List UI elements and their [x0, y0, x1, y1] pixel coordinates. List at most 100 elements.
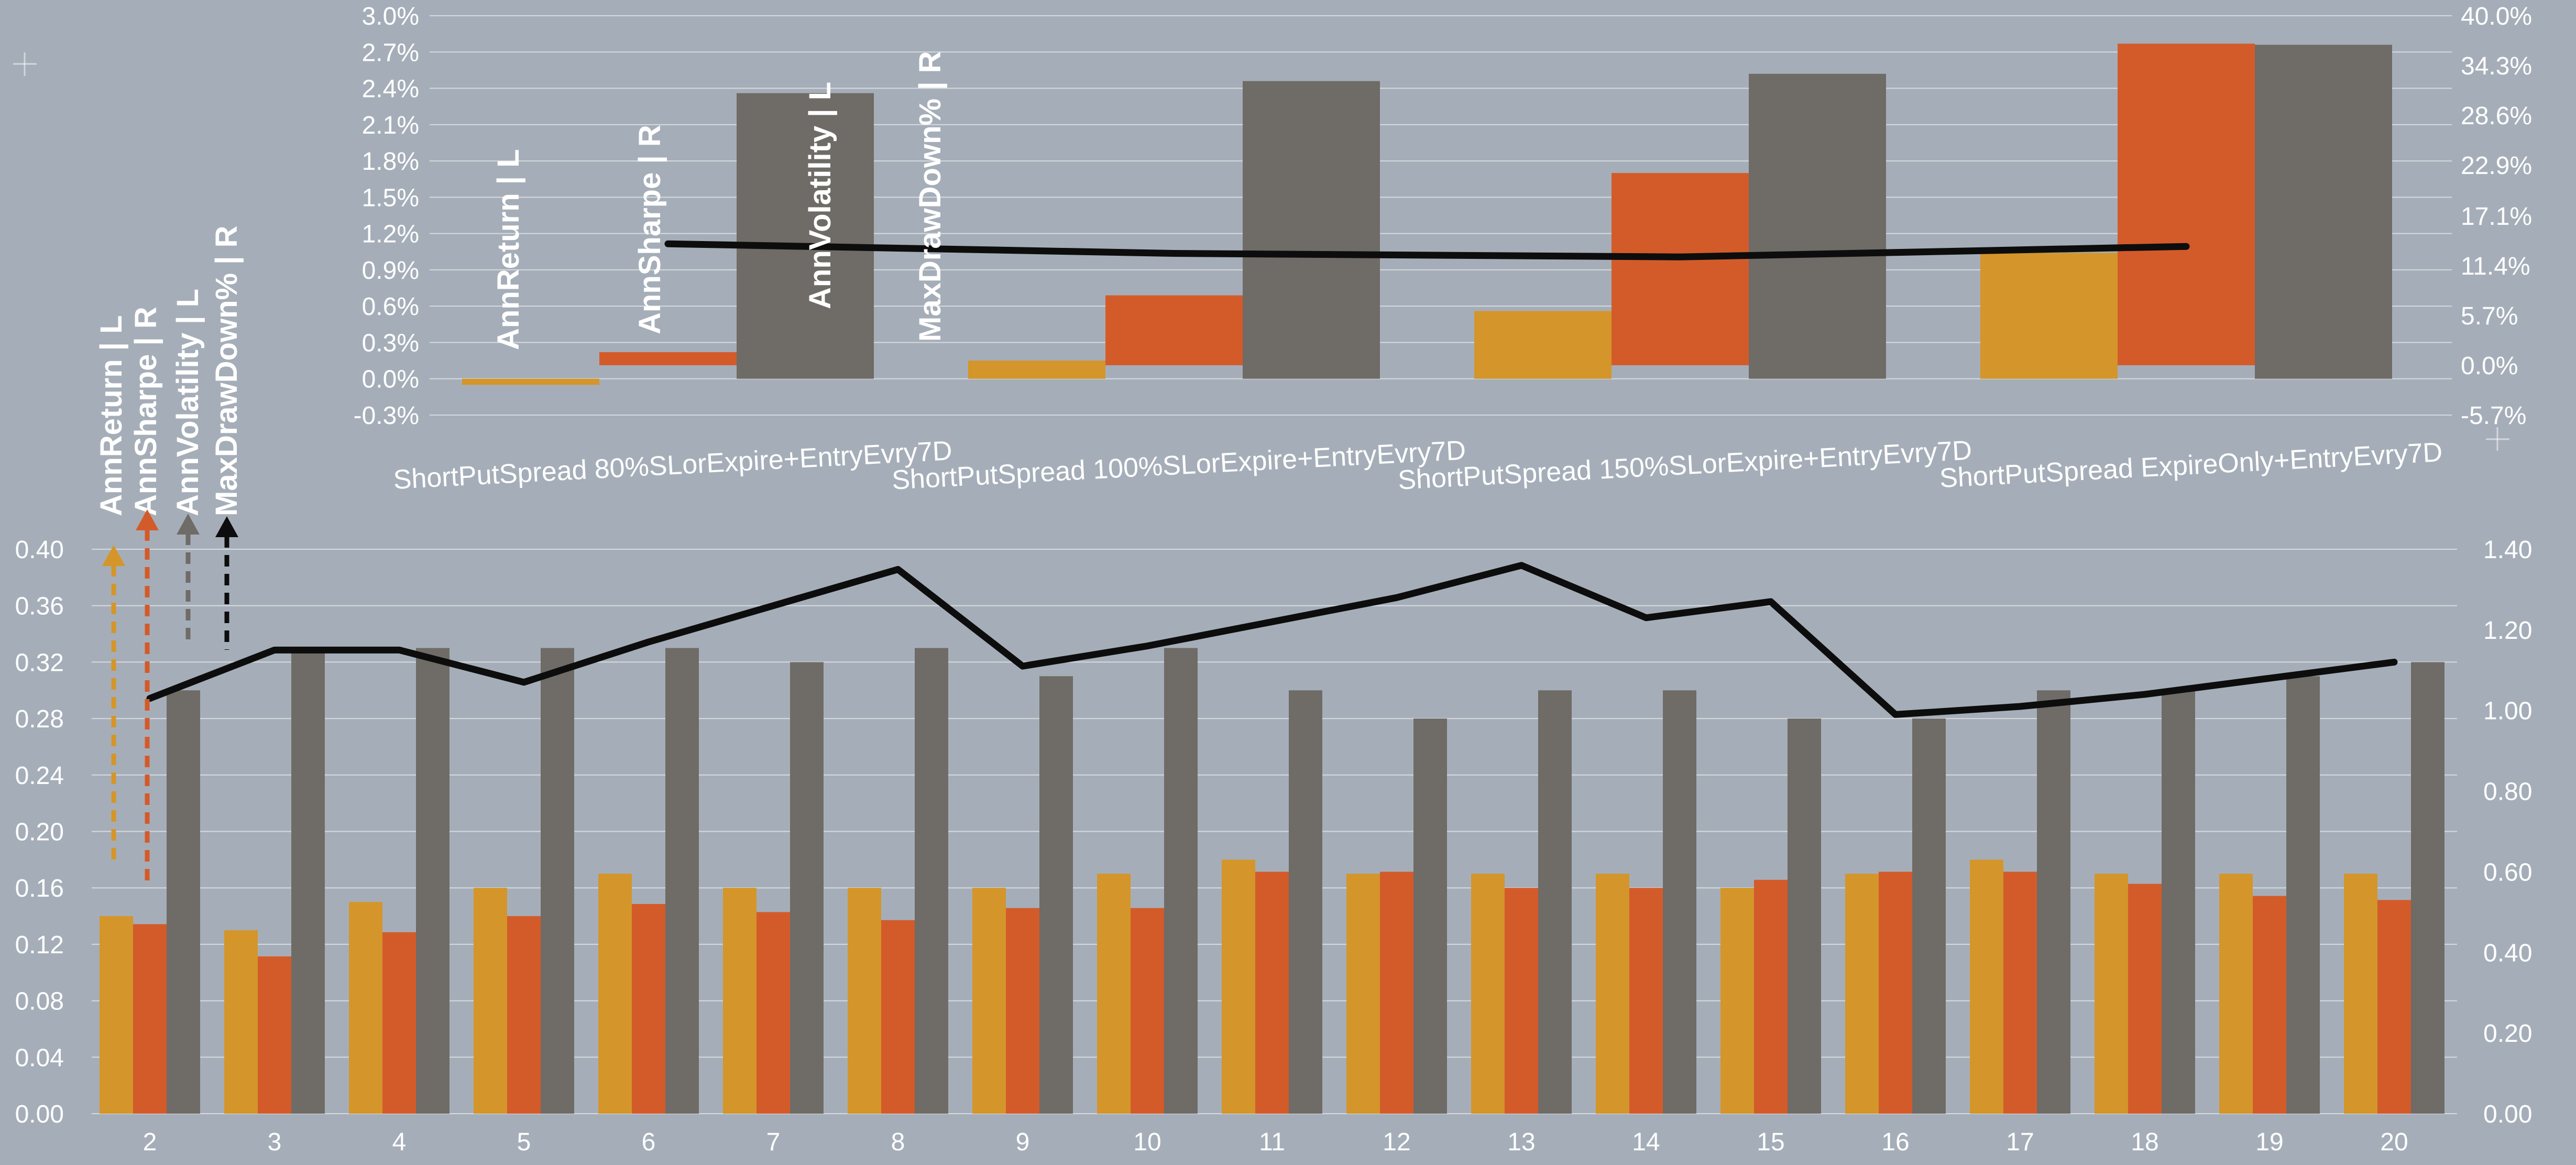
bottom-right-tick: 0.20 [2483, 1020, 2532, 1048]
bottom-bar-annsharpe [2377, 900, 2411, 1114]
bottom-bar-annsharpe [1754, 879, 1788, 1114]
top-left-tick: 0.6% [362, 293, 419, 321]
bottom-bar-annsharpe [1131, 908, 1164, 1114]
bottom-category-label: 16 [1881, 1128, 1909, 1156]
top-bar-annsharpe [1105, 295, 1243, 365]
top-bar-annreturn [462, 378, 599, 385]
bottom-bar-annvolatility [416, 648, 450, 1114]
top-left-tick: 2.4% [362, 75, 419, 103]
bottom-legend-arrow-head [136, 509, 159, 530]
top-left-tick: 2.7% [362, 39, 419, 67]
bottom-category-label: 19 [2255, 1128, 2283, 1156]
bottom-left-tick: 0.40 [15, 536, 64, 564]
bottom-right-tick: 0.00 [2483, 1101, 2532, 1128]
top-bar-annreturn [1474, 311, 1612, 379]
bottom-bar-annvolatility [790, 662, 824, 1114]
bottom-bar-annvolatility [1164, 648, 1198, 1114]
bottom-bar-annsharpe [258, 956, 291, 1114]
bottom-bar-annreturn [474, 888, 507, 1114]
bottom-legend-arrow-head [215, 516, 238, 537]
bottom-left-tick: 0.32 [15, 649, 64, 677]
top-left-tick: -0.3% [354, 402, 419, 430]
bottom-bar-annvolatility [1413, 718, 1447, 1114]
top-bar-annreturn [1980, 253, 2118, 379]
bottom-left-tick: 0.28 [15, 705, 64, 733]
bottom-legend-arrow-head [177, 514, 200, 535]
bottom-category-label: 14 [1632, 1128, 1660, 1156]
top-series-label: AnnSharpe | R [633, 125, 667, 334]
bottom-right-tick: 0.60 [2483, 858, 2532, 886]
bottom-category-label: 3 [268, 1128, 282, 1156]
top-left-tick: 0.3% [362, 329, 419, 357]
bottom-bar-annreturn [1471, 874, 1505, 1114]
bottom-bar-annvolatility [2286, 676, 2320, 1114]
top-right-tick: 5.7% [2461, 302, 2518, 330]
bottom-left-tick: 0.12 [15, 931, 64, 959]
top-bar-annvolatility [1749, 73, 1886, 379]
top-right-tick: 17.1% [2461, 203, 2532, 231]
bottom-bar-annsharpe [382, 932, 416, 1114]
top-right-tick: 0.0% [2461, 352, 2518, 380]
bottom-bar-annvolatility [665, 648, 699, 1114]
bottom-bar-annsharpe [133, 924, 167, 1114]
bottom-bar-annvolatility [2411, 662, 2445, 1114]
bottom-line-maxdrawdown [146, 562, 2398, 718]
bottom-category-label: 5 [517, 1128, 531, 1156]
top-category-label: ShortPutSpread 100%SLorExpire+EntryEvry7… [891, 435, 1466, 495]
bottom-bar-annsharpe [1006, 908, 1039, 1114]
bottom-bar-annvolatility [167, 690, 200, 1114]
bottom-bar-annreturn [1970, 859, 2003, 1114]
bottom-left-tick: 0.20 [15, 819, 64, 846]
bottom-left-tick: 0.00 [15, 1101, 64, 1128]
bottom-bar-annsharpe [2253, 896, 2286, 1114]
top-left-tick: 0.0% [362, 366, 419, 394]
top-series-label: AnnReturn | L [491, 149, 525, 350]
top-series-label: AnnVolatility | L [803, 82, 837, 309]
bottom-series-label: MaxDrawDown% | R [210, 226, 244, 516]
top-right-tick: -5.7% [2461, 402, 2526, 430]
bottom-left-tick: 0.16 [15, 875, 64, 902]
bottom-category-label: 7 [766, 1128, 781, 1156]
bottom-right-tick: 0.40 [2483, 939, 2532, 967]
bottom-category-label: 20 [2380, 1128, 2408, 1156]
bottom-category-label: 13 [1507, 1128, 1535, 1156]
bottom-bar-annreturn [1222, 859, 1255, 1114]
bottom-bar-annsharpe [2128, 884, 2162, 1114]
bottom-bar-annvolatility [915, 648, 948, 1114]
bottom-bar-annvolatility [2162, 690, 2195, 1114]
top-bar-annvolatility [1243, 81, 1380, 379]
bottom-bar-annsharpe [1629, 888, 1663, 1114]
top-bar-annvolatility [2255, 45, 2392, 379]
bottom-series-label: AnnReturn | L [94, 315, 128, 516]
top-right-tick: 40.0% [2461, 3, 2532, 30]
bottom-bar-annsharpe [1505, 888, 1538, 1114]
top-bar-annvolatility [737, 93, 874, 379]
bottom-bar-annreturn [1720, 888, 1754, 1114]
bottom-bar-annreturn [349, 902, 382, 1114]
bottom-category-label: 17 [2006, 1128, 2034, 1156]
bottom-left-tick: 0.04 [15, 1044, 64, 1072]
bottom-bar-annsharpe [757, 912, 790, 1114]
bottom-bar-annreturn [1346, 874, 1380, 1114]
bottom-bar-annsharpe [881, 920, 915, 1114]
bottom-bar-annsharpe [1879, 872, 1912, 1114]
bottom-right-tick: 0.80 [2483, 778, 2532, 806]
bottom-bar-annsharpe [632, 903, 665, 1114]
bottom-category-label: 2 [143, 1128, 157, 1156]
top-series-label: MaxDrawDown% | R [913, 51, 947, 342]
bottom-bar-annreturn [848, 888, 881, 1114]
top-left-tick: 2.1% [362, 112, 419, 139]
top-category-label: ShortPutSpread ExpireOnly+EntryEvry7D [1939, 437, 2443, 494]
bottom-right-tick: 1.20 [2483, 617, 2532, 645]
top-left-tick: 1.5% [362, 184, 419, 212]
bottom-bar-annreturn [972, 888, 1006, 1114]
bottom-category-label: 9 [1016, 1128, 1030, 1156]
bottom-bar-annreturn [723, 888, 757, 1114]
bottom-category-label: 10 [1133, 1128, 1161, 1156]
bottom-bar-annvolatility [1538, 690, 1572, 1114]
bottom-left-tick: 0.08 [15, 988, 64, 1016]
top-right-tick: 34.3% [2461, 52, 2532, 80]
bottom-bar-annreturn [598, 874, 632, 1114]
